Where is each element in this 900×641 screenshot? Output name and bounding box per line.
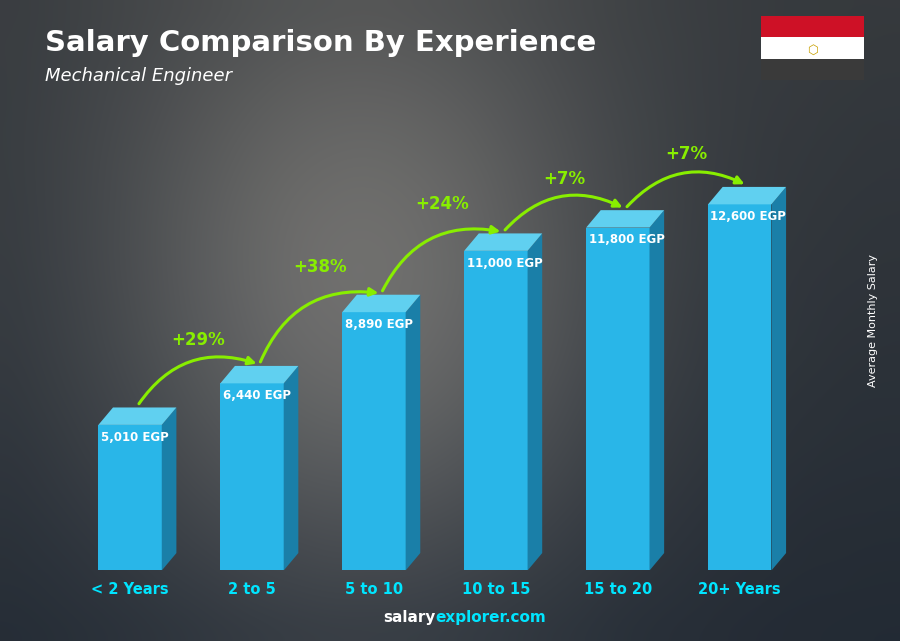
Text: Salary Comparison By Experience: Salary Comparison By Experience bbox=[45, 29, 596, 57]
Text: +29%: +29% bbox=[172, 331, 225, 349]
Bar bbox=[342, 312, 406, 570]
Text: 8,890 EGP: 8,890 EGP bbox=[345, 318, 413, 331]
Polygon shape bbox=[342, 295, 420, 312]
Text: +24%: +24% bbox=[415, 195, 469, 213]
Text: 11,000 EGP: 11,000 EGP bbox=[466, 256, 543, 270]
Text: +7%: +7% bbox=[543, 170, 585, 188]
Text: 5,010 EGP: 5,010 EGP bbox=[101, 431, 168, 444]
Polygon shape bbox=[586, 210, 664, 228]
Polygon shape bbox=[220, 366, 298, 383]
Bar bbox=[760, 37, 864, 59]
Bar bbox=[220, 383, 284, 570]
Bar bbox=[760, 59, 864, 80]
Bar bbox=[464, 251, 527, 570]
Polygon shape bbox=[406, 295, 420, 570]
Text: 11,800 EGP: 11,800 EGP bbox=[589, 233, 664, 246]
Bar bbox=[98, 425, 162, 570]
Polygon shape bbox=[708, 187, 786, 204]
Polygon shape bbox=[284, 366, 298, 570]
Text: +7%: +7% bbox=[665, 145, 707, 163]
Polygon shape bbox=[771, 187, 786, 570]
Polygon shape bbox=[98, 408, 176, 425]
Text: Average Monthly Salary: Average Monthly Salary bbox=[868, 254, 878, 387]
Bar bbox=[708, 204, 771, 570]
Polygon shape bbox=[650, 210, 664, 570]
Polygon shape bbox=[527, 233, 542, 570]
Text: salary: salary bbox=[383, 610, 436, 625]
Text: 12,600 EGP: 12,600 EGP bbox=[710, 210, 787, 223]
Polygon shape bbox=[162, 408, 176, 570]
Text: explorer.com: explorer.com bbox=[436, 610, 546, 625]
Bar bbox=[586, 228, 650, 570]
Text: 6,440 EGP: 6,440 EGP bbox=[222, 389, 291, 402]
Bar bbox=[760, 16, 864, 37]
Text: +38%: +38% bbox=[293, 258, 347, 276]
Text: Mechanical Engineer: Mechanical Engineer bbox=[45, 67, 232, 85]
Text: ⬡: ⬡ bbox=[806, 44, 818, 56]
Polygon shape bbox=[464, 233, 542, 251]
